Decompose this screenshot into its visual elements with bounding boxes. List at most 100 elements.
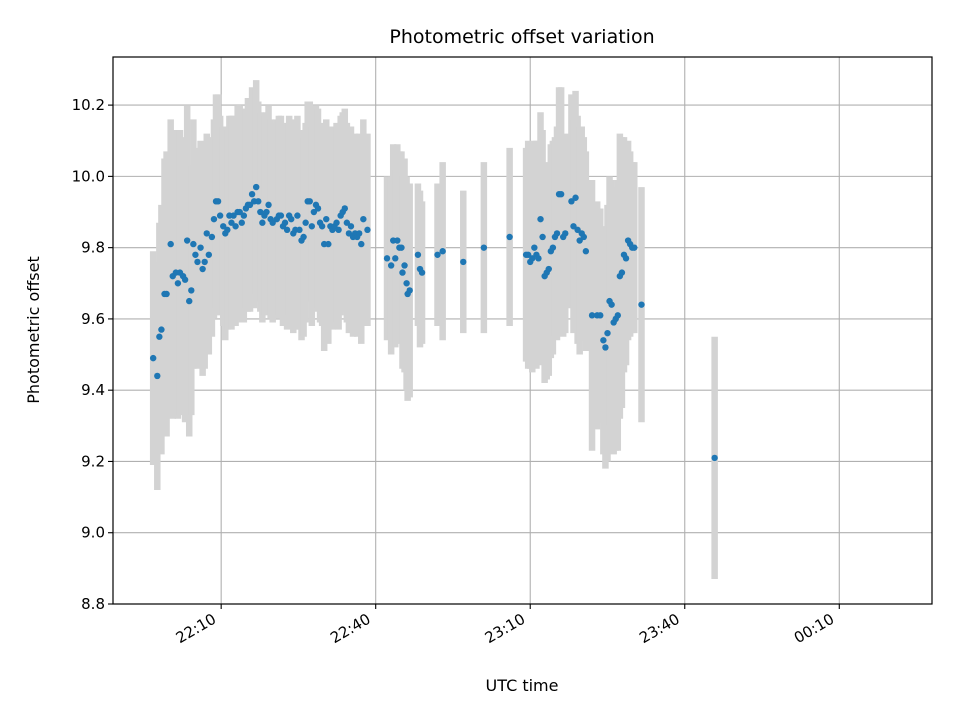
data-point xyxy=(318,223,326,230)
y-tick-label: 9.8 xyxy=(81,239,105,257)
data-point xyxy=(341,205,348,212)
chart-title: Photometric offset variation xyxy=(389,26,654,48)
data-point xyxy=(248,190,256,198)
data-point xyxy=(181,276,189,283)
data-point xyxy=(158,326,165,333)
data-point xyxy=(506,233,513,241)
plot-frame xyxy=(112,56,933,605)
data-point xyxy=(711,454,718,462)
data-point xyxy=(553,230,561,237)
data-point xyxy=(216,212,224,219)
data-point xyxy=(163,290,170,298)
y-tick-label: 9.2 xyxy=(81,452,105,470)
data-point xyxy=(582,248,590,255)
data-point xyxy=(401,262,408,269)
data-point xyxy=(240,212,248,219)
data-point xyxy=(418,269,426,276)
data-point xyxy=(294,212,301,219)
data-point xyxy=(263,208,270,216)
data-point xyxy=(323,215,330,223)
data-point xyxy=(406,287,413,294)
data-point xyxy=(631,244,638,251)
data-point xyxy=(622,255,630,262)
data-point xyxy=(602,344,609,351)
data-point xyxy=(537,215,544,223)
data-point xyxy=(618,269,626,276)
data-point xyxy=(539,233,546,241)
data-point xyxy=(360,215,367,223)
data-point xyxy=(186,297,193,305)
data-point xyxy=(562,230,569,237)
data-point xyxy=(608,301,615,308)
y-tick-label: 10.2 xyxy=(72,96,105,114)
data-point xyxy=(597,312,604,319)
data-point xyxy=(600,337,607,344)
y-tick-label: 9.4 xyxy=(81,381,105,399)
data-point xyxy=(167,240,174,248)
data-point xyxy=(203,230,210,237)
y-tick-label: 10.0 xyxy=(72,167,105,185)
data-point xyxy=(588,312,596,319)
data-point xyxy=(414,251,422,258)
data-point xyxy=(358,240,365,248)
data-point xyxy=(205,251,213,258)
data-point xyxy=(192,251,199,258)
data-point xyxy=(308,223,316,230)
data-point xyxy=(549,244,557,251)
y-tick-label: 8.8 xyxy=(81,595,105,613)
data-point xyxy=(197,244,204,251)
data-point xyxy=(265,201,272,209)
data-point xyxy=(580,233,587,241)
y-axis-ticks: 8.8 9.0 9.2 9.4 9.6 9.8 10.0 10.2 xyxy=(72,96,113,613)
data-point xyxy=(638,301,645,308)
data-point xyxy=(394,237,401,244)
data-point xyxy=(557,190,565,198)
data-point xyxy=(154,372,161,380)
data-point xyxy=(545,265,552,273)
data-point xyxy=(306,198,313,205)
data-point xyxy=(614,312,621,319)
data-point xyxy=(403,280,410,287)
data-point xyxy=(283,226,291,234)
data-point xyxy=(252,183,260,191)
data-point xyxy=(156,333,163,340)
y-axis-label: Photometric offset xyxy=(24,256,43,404)
data-point xyxy=(149,354,157,362)
data-point xyxy=(259,219,266,226)
data-point xyxy=(190,240,197,248)
y-tick-label: 9.0 xyxy=(81,524,105,542)
x-axis-label: UTC time xyxy=(486,676,559,695)
y-tick-label: 9.6 xyxy=(81,310,105,328)
data-point xyxy=(300,233,307,241)
data-point xyxy=(572,194,579,201)
data-point xyxy=(208,233,216,241)
data-point xyxy=(460,258,467,266)
data-point xyxy=(281,219,289,226)
data-point xyxy=(347,223,355,230)
data-point xyxy=(232,223,239,230)
data-point xyxy=(314,205,322,212)
data-point xyxy=(333,219,340,226)
data-point xyxy=(383,255,391,262)
data-point xyxy=(398,244,405,251)
data-point xyxy=(439,248,446,255)
data-point xyxy=(183,237,191,244)
data-point xyxy=(480,244,488,251)
data-point xyxy=(604,329,611,337)
data-point xyxy=(302,219,309,226)
data-point xyxy=(238,219,245,226)
data-point xyxy=(199,265,206,273)
data-point xyxy=(325,240,332,248)
data-point xyxy=(224,226,231,234)
data-point xyxy=(364,226,371,234)
data-point xyxy=(399,269,406,276)
data-point xyxy=(214,198,222,205)
data-point xyxy=(255,198,262,205)
data-point xyxy=(201,258,208,266)
data-point xyxy=(535,255,542,262)
data-point xyxy=(356,230,363,237)
data-points xyxy=(149,183,718,462)
data-point xyxy=(174,280,182,287)
